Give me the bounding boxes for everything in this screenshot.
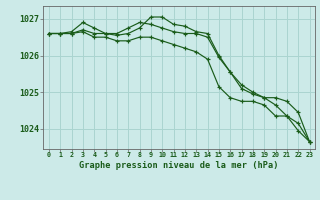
X-axis label: Graphe pression niveau de la mer (hPa): Graphe pression niveau de la mer (hPa) (79, 161, 279, 170)
